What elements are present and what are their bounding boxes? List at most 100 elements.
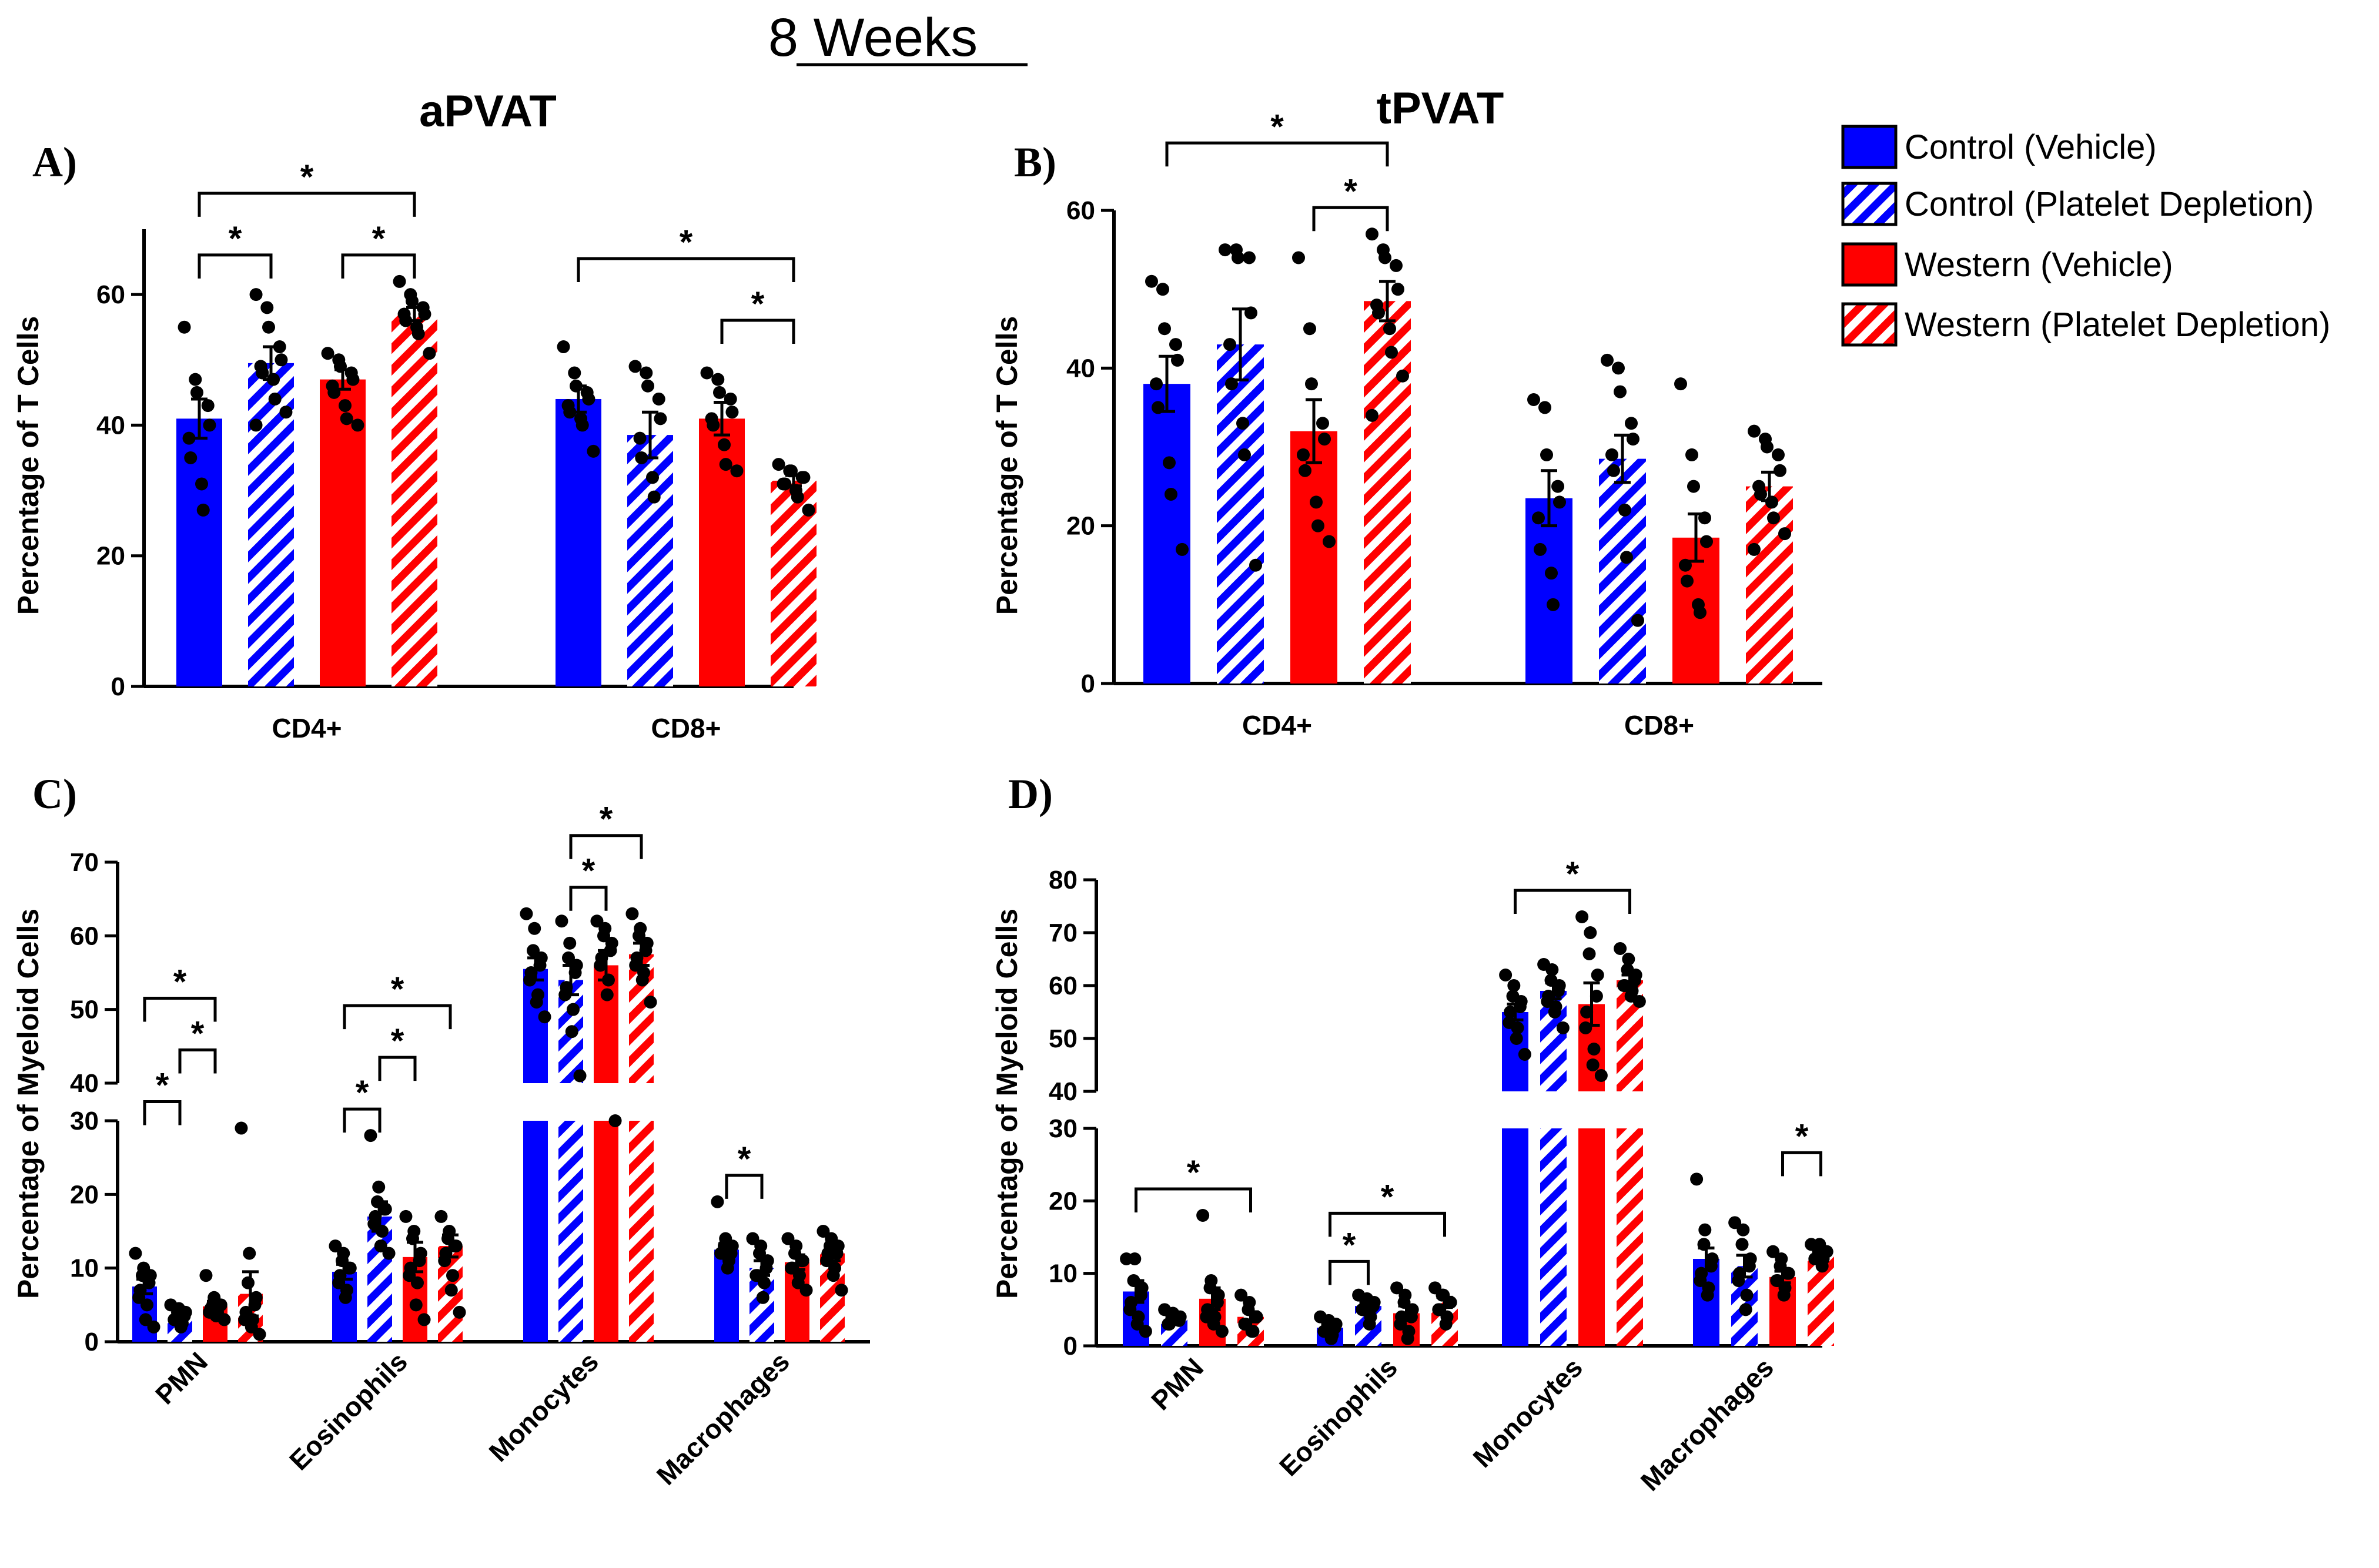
panel-c-bar-macrophages-western-platelet-depletion-point: [827, 1269, 840, 1282]
panel-b-bar-cd4-western-platelet-depletion: [1364, 301, 1411, 684]
panel-a-bar-cd8-western-vehicle-point: [718, 438, 731, 451]
legend-swatch-control-vehicle: [1841, 125, 1898, 169]
panel-d-bar-eosinophils-western-vehicle-point: [1390, 1281, 1404, 1295]
panel-a-category-cd8: CD8+: [651, 713, 721, 743]
panel-c-bar-eosinophils-western-platelet-depletion-point: [453, 1305, 466, 1319]
panel-a-bar-cd8-western-vehicle-point: [713, 386, 726, 399]
panel-a-bar-cd4-western-platelet-depletion: [392, 314, 437, 686]
panel-a-bar-cd4-control-platelet-depletion-point: [249, 418, 263, 432]
panel-c-significance-eosinophils-1-2: [378, 1056, 417, 1081]
panel-b-bar-cd8-control-vehicle-point: [1527, 393, 1540, 406]
panel-c-bar-monocytes-control-platelet-depletion-point: [568, 966, 582, 979]
legend-label-control-platelet-depletion: Control (Platelet Depletion): [1905, 185, 2314, 223]
panel-c-significance-monocytes-1-2: [569, 886, 608, 911]
panel-a-bar-cd8-western-platelet-depletion-point: [772, 458, 785, 471]
panel-b-bar-cd4-western-platelet-depletion-point: [1391, 283, 1404, 296]
panel-d-bar-macrophages-control-platelet-depletion-point: [1732, 1274, 1745, 1287]
legend-label-western-vehicle: Western (Vehicle): [1905, 246, 2173, 284]
panel-c-significance-macrophages-0-1: [725, 1174, 764, 1199]
panel-a-bar-cd8-western-platelet-depletion-point: [778, 477, 792, 491]
panel-d-category-pmn: PMN: [1145, 1352, 1209, 1416]
panel-b-bar-cd4-western-vehicle-point: [1310, 495, 1323, 509]
panel-c-bar-eosinophils-western-platelet-depletion-point: [446, 1269, 459, 1282]
panel-a-bar-cd8-control-platelet-depletion-point: [635, 451, 648, 464]
panel-b-bar-cd8-control-vehicle-point: [1540, 448, 1553, 461]
panel-d-bar-pmn-western-vehicle-point: [1207, 1318, 1220, 1331]
legend-swatch-western-vehicle: [1841, 242, 1898, 287]
panel-c-bar-eosinophils-western-platelet-depletion-point: [438, 1254, 451, 1268]
panel-b-bar-cd8-control-vehicle-point: [1532, 511, 1545, 525]
panel-d-ytick-label: 80: [1049, 866, 1078, 894]
legend-item-western-platelet-depletion: Western (Platelet Depletion): [1841, 302, 2330, 347]
panel-a-significance-cd8-2-3-label: *: [751, 285, 765, 323]
panel-c-bar-macrophages-control-vehicle-point: [711, 1195, 724, 1208]
panel-d-bar-macrophages-control-vehicle-point: [1697, 1238, 1711, 1251]
panel-d-bar-eosinophils-western-platelet-depletion-point: [1439, 1318, 1453, 1331]
panel-b-bar-cd4-control-vehicle-point: [1150, 377, 1163, 391]
panel-a-bar-cd4-western-platelet-depletion-point: [406, 294, 419, 308]
panel-d-bar-macrophages-western-vehicle-point: [1777, 1288, 1791, 1302]
panel-a-bar-cd8-western-platelet-depletion-point: [791, 490, 804, 504]
panel-b-bar-cd8-control-platelet-depletion-point: [1601, 353, 1614, 367]
panel-b-bar-cd4-western-vehicle-point: [1297, 448, 1310, 461]
panel-c-bar-eosinophils-western-vehicle-point: [406, 1232, 419, 1245]
panel-c-category-macrophages: Macrophages: [651, 1346, 795, 1490]
panel-b-bar-cd4-western-vehicle-point: [1299, 464, 1311, 477]
panel-b-ytick-label: 0: [1081, 669, 1095, 698]
panel-c-bar-monocytes-western-vehicle-point: [604, 944, 617, 957]
panel-a-category-cd4: CD4+: [272, 713, 342, 743]
panel-d-bar-pmn-western-vehicle-point: [1210, 1296, 1224, 1309]
panel-a-bar-cd4-control-platelet-depletion-point: [279, 406, 293, 419]
panel-c-category-pmn: PMN: [149, 1346, 213, 1410]
panel-d-bar-pmn-western-platelet-depletion-point: [1249, 1310, 1262, 1324]
panel-d-bar-pmn-western-platelet-depletion-point: [1234, 1288, 1248, 1302]
panel-b-bar-cd8-western-vehicle-point: [1694, 606, 1707, 619]
panel-d-bar-pmn-control-vehicle-point: [1128, 1252, 1142, 1265]
panel-b-bar-cd8-western-vehicle-point: [1681, 574, 1694, 588]
panel-a-bar-cd4-western-vehicle-point: [321, 347, 334, 360]
panel-a-bar-cd4-control-platelet-depletion-point: [268, 392, 282, 406]
panel-d-bar-eosinophils-control-platelet-depletion-point: [1363, 1318, 1376, 1331]
panel-c-ytick-label: 50: [70, 996, 99, 1024]
panel-c-bar-macrophages-control-platelet-depletion-point: [758, 1276, 771, 1289]
panel-d-bar-monocytes-western-vehicle-point: [1594, 1069, 1608, 1082]
panel-d-bar-monocytes-western-vehicle-point: [1590, 990, 1603, 1003]
panel-d-bar-macrophages-control-vehicle-point: [1698, 1223, 1712, 1237]
panel-a-bar-cd4-control-vehicle-point: [182, 431, 196, 445]
panel-d-bar-monocytes-control-vehicle-point: [1513, 1000, 1527, 1013]
panel-b-bar-cd4-western-platelet-depletion-point: [1385, 346, 1398, 359]
panel-b-bar-cd8-western-platelet-depletion-point: [1761, 440, 1774, 454]
panel-c-significance-pmn-1-2: [178, 1048, 217, 1074]
panel-b-bar-cd4-control-vehicle-point: [1169, 338, 1182, 351]
panel-c-bar-pmn-western-platelet-depletion-point: [253, 1328, 266, 1341]
panel-b-bar-cd4-western-vehicle-point: [1305, 377, 1318, 391]
panel-a-bar-cd8-control-vehicle-point: [587, 444, 600, 458]
panel-b-ytick-label: 40: [1066, 354, 1095, 383]
panel-b-ytick-label: 20: [1066, 512, 1095, 541]
panel-b-bar-cd4-western-platelet-depletion-point: [1378, 251, 1391, 264]
panel-d-chart: 0 10 20 30 40 50 60 70 80 PMN * Eosinophils * * Monocy…: [1049, 855, 1834, 1497]
panel-c-bar-monocytes-western-vehicle-point: [594, 959, 607, 972]
panel-b-bar-cd4-control-vehicle-point: [1171, 353, 1184, 367]
panel-b-bar-cd4-control-vehicle-point: [1165, 488, 1177, 501]
panel-c-bar-eosinophils-western-vehicle-point: [417, 1313, 431, 1326]
panel-c-ylabel: Percentage of Myeloid Cells: [12, 909, 45, 1299]
panel-b-bar-cd8-control-platelet-depletion-point: [1627, 433, 1639, 446]
panel-b-bar-cd8-control-platelet-depletion: [1599, 458, 1646, 684]
legend-item-control-vehicle: Control (Vehicle): [1841, 125, 2157, 169]
panel-a-bar-cd4-western-vehicle-point: [351, 418, 364, 432]
panel-d-bar-pmn-control-vehicle-point: [1130, 1318, 1144, 1331]
panel-c-bar-monocytes-control-vehicle-point: [538, 1010, 551, 1024]
panel-b-bar-cd4-western-platelet-depletion-point: [1366, 408, 1378, 422]
panel-c-significance-macrophages-0-1-label: *: [738, 1140, 751, 1178]
panel-c-bar-monocytes-control-platelet-depletion-point: [558, 988, 572, 1001]
panel-d-bar-monocytes-western-platelet-depletion-point: [1614, 942, 1627, 955]
panel-b-bar-cd4-control-platelet-depletion-point: [1243, 251, 1256, 264]
panel-c-bar-macrophages-western-platelet-depletion-point: [835, 1284, 848, 1297]
panel-a-significance-cd4-0-1: [198, 253, 273, 279]
panel-d-bar-eosinophils-western-vehicle-point: [1397, 1296, 1411, 1309]
panel-b-bar-cd4-control-platelet-depletion-point: [1236, 417, 1249, 430]
panel-d-bar-monocytes-western-platelet-depletion-point: [1628, 974, 1641, 987]
panel-d-bar-monocytes-control-vehicle-point: [1510, 1032, 1523, 1045]
panel-c-bar-eosinophils-control-vehicle-point: [339, 1291, 352, 1304]
